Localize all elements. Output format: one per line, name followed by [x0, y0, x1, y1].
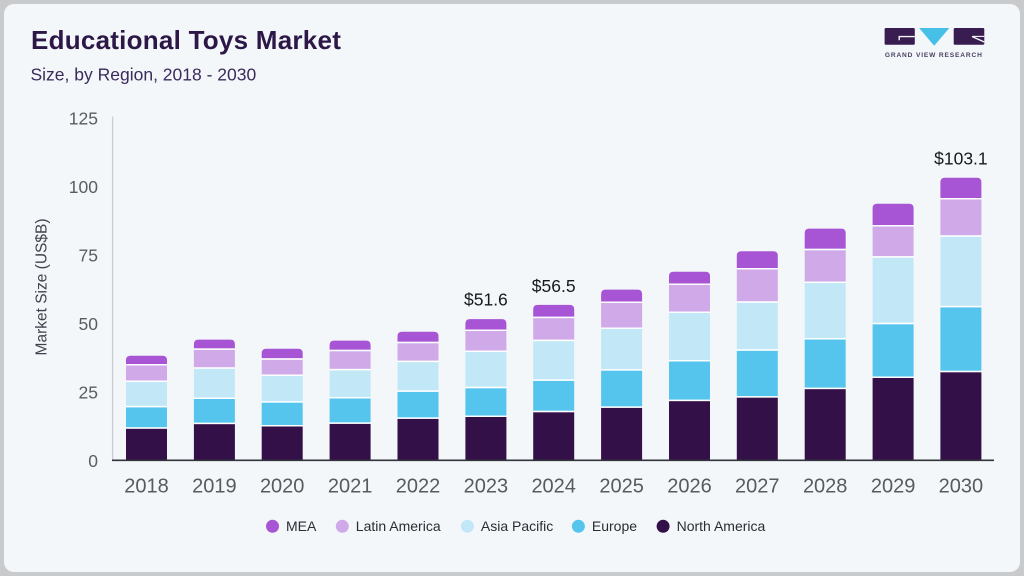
svg-text:2027: 2027 — [735, 475, 780, 497]
svg-text:2020: 2020 — [260, 475, 305, 497]
svg-text:$51.6: $51.6 — [464, 290, 508, 310]
svg-text:MEA: MEA — [286, 518, 317, 534]
svg-text:2018: 2018 — [124, 475, 169, 497]
svg-text:0: 0 — [88, 451, 98, 471]
svg-text:Asia Pacific: Asia Pacific — [481, 518, 553, 534]
svg-text:2030: 2030 — [939, 475, 984, 497]
svg-text:2028: 2028 — [803, 475, 848, 497]
svg-text:$56.5: $56.5 — [532, 276, 576, 296]
svg-text:Latin America: Latin America — [356, 518, 441, 534]
svg-text:Europe: Europe — [592, 518, 637, 534]
svg-text:North America: North America — [677, 518, 766, 534]
svg-text:2024: 2024 — [531, 475, 576, 497]
svg-text:2019: 2019 — [192, 475, 237, 497]
svg-text:25: 25 — [79, 382, 98, 402]
svg-text:Educational Toys Market: Educational Toys Market — [31, 25, 341, 55]
svg-text:Size, by Region, 2018 - 2030: Size, by Region, 2018 - 2030 — [31, 65, 257, 85]
svg-text:2025: 2025 — [599, 475, 644, 497]
svg-text:$103.1: $103.1 — [934, 149, 988, 169]
svg-text:2021: 2021 — [328, 475, 373, 497]
svg-text:75: 75 — [79, 246, 98, 266]
svg-text:50: 50 — [79, 314, 99, 334]
svg-text:Market Size (US$B): Market Size (US$B) — [34, 219, 51, 356]
svg-text:2023: 2023 — [464, 475, 509, 497]
svg-text:100: 100 — [69, 177, 98, 197]
svg-text:GRAND VIEW RESEARCH: GRAND VIEW RESEARCH — [885, 52, 983, 59]
svg-text:2022: 2022 — [396, 475, 441, 497]
svg-text:2029: 2029 — [871, 475, 916, 497]
svg-text:2026: 2026 — [667, 475, 712, 497]
svg-text:125: 125 — [69, 109, 98, 129]
